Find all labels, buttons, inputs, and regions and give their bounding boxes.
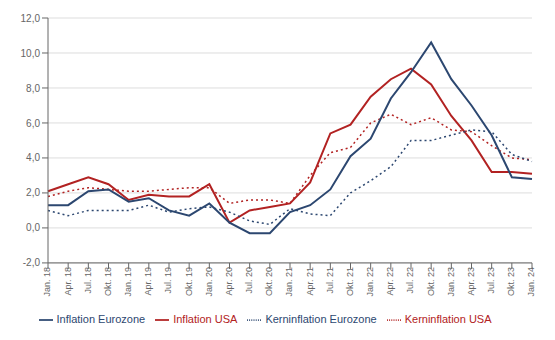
svg-text:6,0: 6,0: [26, 118, 40, 129]
svg-text:Jan. 23: Jan. 23: [446, 267, 456, 297]
svg-text:Jan. 24: Jan. 24: [526, 267, 536, 297]
svg-text:Apr. 22: Apr. 22: [385, 267, 395, 296]
svg-text:Jan. 19: Jan. 19: [123, 267, 133, 297]
svg-text:Apr. 18: Apr. 18: [63, 267, 73, 296]
svg-text:Okt. 23: Okt. 23: [506, 267, 516, 296]
svg-text:2,0: 2,0: [26, 187, 40, 198]
svg-text:Okt. 22: Okt. 22: [426, 267, 436, 296]
svg-text:Jul. 21: Jul. 21: [325, 267, 335, 294]
html-text:Kerninflation Eurozone: Kerninflation Eurozone: [265, 312, 377, 325]
svg-text:Jan. 22: Jan. 22: [365, 267, 375, 297]
svg-text:Apr. 21: Apr. 21: [305, 267, 315, 296]
html-text:Inflation Eurozone: Inflation Eurozone: [56, 312, 146, 325]
svg-text:12,0: 12,0: [21, 13, 41, 24]
svg-text:Apr. 19: Apr. 19: [143, 267, 153, 296]
svg-text:Okt. 19: Okt. 19: [184, 267, 194, 296]
svg-text:Jul. 23: Jul. 23: [486, 267, 496, 294]
svg-text:Jan. 18: Jan. 18: [42, 267, 52, 297]
html-text:Kerninflation USA: Kerninflation USA: [404, 312, 492, 325]
svg-text:Jul. 22: Jul. 22: [405, 267, 415, 294]
html-text:Inflation USA: Inflation USA: [173, 312, 238, 325]
svg-text:Apr. 23: Apr. 23: [466, 267, 476, 296]
svg-text:-2,0: -2,0: [23, 257, 41, 268]
svg-text:Jul. 20: Jul. 20: [244, 267, 254, 294]
svg-text:10,0: 10,0: [21, 48, 41, 59]
svg-text:Jul. 19: Jul. 19: [163, 267, 173, 294]
svg-text:Okt. 21: Okt. 21: [345, 267, 355, 296]
svg-text:Okt. 18: Okt. 18: [103, 267, 113, 296]
svg-text:Apr. 20: Apr. 20: [224, 267, 234, 296]
svg-text:8,0: 8,0: [26, 83, 40, 94]
svg-text:0,0: 0,0: [26, 222, 40, 233]
svg-text:Okt. 20: Okt. 20: [264, 267, 274, 296]
svg-text:Jul. 18: Jul. 18: [83, 267, 93, 294]
svg-text:Jan. 20: Jan. 20: [204, 267, 214, 297]
svg-text:4,0: 4,0: [26, 152, 40, 163]
svg-text:Jan. 21: Jan. 21: [284, 267, 294, 297]
